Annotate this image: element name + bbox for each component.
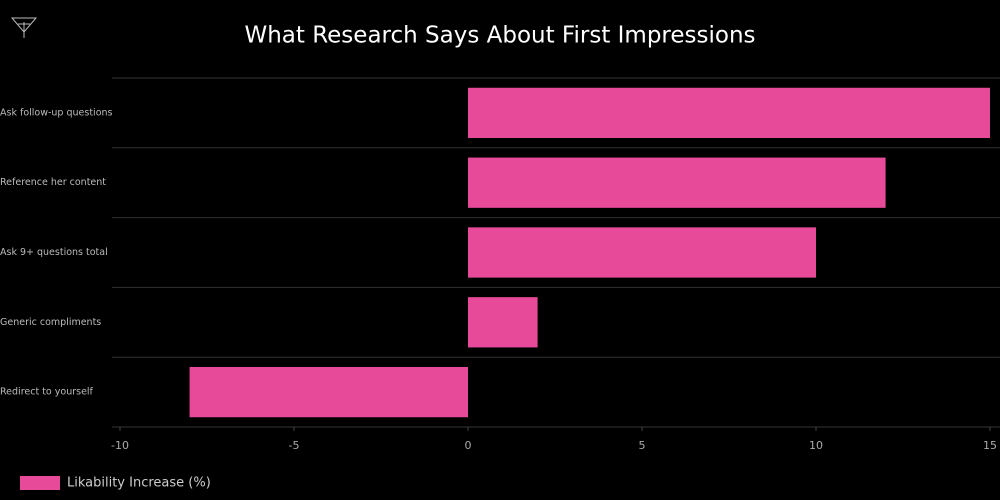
bar (468, 157, 886, 208)
y-tick-label: Ask follow-up questions (0, 107, 113, 118)
chart-title: What Research Says About First Impressio… (244, 23, 755, 49)
x-tick-label: -10 (111, 439, 129, 452)
y-tick-label: Redirect to yourself (0, 387, 94, 398)
bar (468, 87, 990, 139)
legend-label: Likability Increase (%) (67, 476, 211, 491)
x-tick-label: -5 (289, 439, 300, 452)
x-tick-label: 15 (983, 439, 997, 452)
x-tick-label: 5 (639, 439, 646, 452)
y-tick-label: Generic compliments (0, 317, 101, 328)
legend-swatch (20, 476, 60, 490)
y-tick-label: Ask 9+ questions total (0, 247, 108, 258)
logo (10, 17, 38, 38)
y-tick-label: Reference her content (0, 177, 106, 188)
bar (189, 366, 468, 418)
x-tick-label: 0 (465, 439, 472, 452)
bar (468, 297, 538, 348)
x-tick-label: 10 (809, 439, 823, 452)
bar (468, 227, 816, 278)
